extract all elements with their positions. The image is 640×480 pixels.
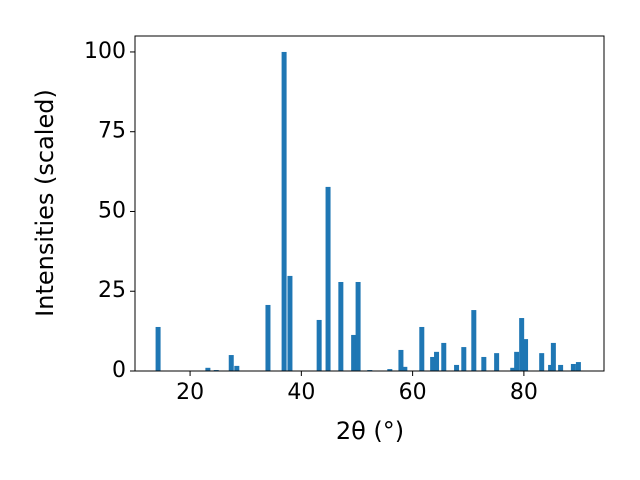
bar — [519, 318, 525, 371]
bar — [494, 353, 500, 371]
bar — [434, 351, 440, 371]
bar — [338, 281, 344, 371]
bar — [402, 366, 408, 371]
bar — [514, 351, 520, 371]
bar — [575, 362, 581, 371]
x-tick-label: 20 — [176, 380, 204, 405]
bar — [355, 281, 361, 371]
plot-frame — [134, 35, 605, 372]
bar — [461, 347, 467, 371]
bar — [471, 310, 477, 371]
bar — [523, 339, 529, 371]
bar — [510, 367, 516, 371]
bar — [548, 364, 554, 371]
y-tick-label: 100 — [84, 39, 126, 64]
y-tick-label: 0 — [112, 358, 126, 383]
bar — [281, 51, 287, 371]
bar — [287, 275, 293, 371]
x-axis-title: 2θ (°) — [336, 417, 404, 445]
y-tick-label: 25 — [98, 278, 126, 303]
bar — [228, 355, 234, 371]
bar — [234, 365, 240, 371]
x-tick-label: 80 — [510, 380, 538, 405]
bar — [419, 326, 425, 371]
bar — [481, 356, 487, 371]
x-tick-label: 40 — [287, 380, 315, 405]
bar — [570, 363, 576, 371]
y-axis-title: Intensities (scaled) — [31, 89, 59, 317]
bar — [454, 364, 460, 371]
bar — [398, 349, 404, 371]
bar — [387, 369, 393, 371]
bar — [550, 342, 556, 371]
y-tick-label: 50 — [98, 198, 126, 223]
bar — [539, 353, 545, 371]
bar — [205, 367, 211, 371]
bar — [441, 342, 447, 371]
bar — [316, 319, 322, 371]
bar — [265, 304, 271, 371]
bar — [430, 356, 436, 371]
bar — [155, 326, 161, 371]
bar — [325, 186, 331, 371]
bar — [558, 364, 564, 371]
bar — [351, 334, 357, 371]
x-tick-label: 60 — [399, 380, 427, 405]
y-tick-label: 75 — [98, 119, 126, 144]
